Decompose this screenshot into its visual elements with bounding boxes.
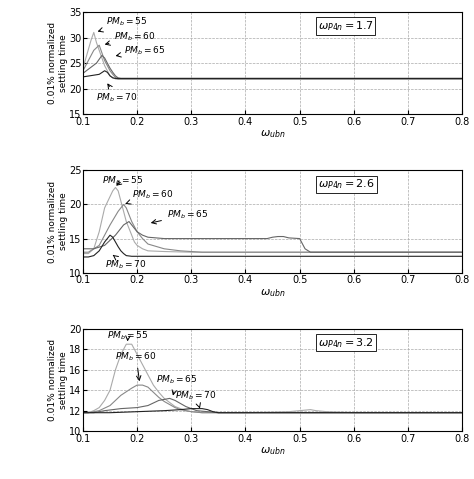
Text: $PM_b = 60$: $PM_b = 60$ — [116, 350, 157, 380]
Text: $PM_b = 70$: $PM_b = 70$ — [175, 389, 217, 408]
Text: $PM_b = 65$: $PM_b = 65$ — [152, 208, 208, 224]
Text: $PM_b = 65$: $PM_b = 65$ — [156, 374, 197, 395]
Text: $\omega_{P4n} = 2.6$: $\omega_{P4n} = 2.6$ — [318, 178, 375, 192]
Text: $PM_b = 65$: $PM_b = 65$ — [117, 44, 165, 57]
Text: $PM_b = 60$: $PM_b = 60$ — [106, 30, 156, 45]
Text: $\omega_{P4n} = 1.7$: $\omega_{P4n} = 1.7$ — [318, 19, 374, 33]
X-axis label: $\omega_{ubn}$: $\omega_{ubn}$ — [260, 287, 285, 298]
Y-axis label: 0.01% normalized
settling time: 0.01% normalized settling time — [47, 22, 68, 104]
X-axis label: $\omega_{ubn}$: $\omega_{ubn}$ — [260, 128, 285, 140]
Text: $PM_b = 55$: $PM_b = 55$ — [99, 16, 147, 32]
Y-axis label: 0.01% normalized
settling time: 0.01% normalized settling time — [47, 181, 68, 262]
Text: $\omega_{P4n} = 3.2$: $\omega_{P4n} = 3.2$ — [318, 336, 374, 350]
Text: $PM_b = 60$: $PM_b = 60$ — [126, 188, 173, 204]
Text: $PM_b = 70$: $PM_b = 70$ — [105, 255, 146, 271]
Text: $PM_b = 55$: $PM_b = 55$ — [107, 330, 148, 342]
Text: $PM_b = 70$: $PM_b = 70$ — [97, 84, 138, 104]
X-axis label: $\omega_{ubn}$: $\omega_{ubn}$ — [260, 445, 285, 457]
Text: $PM_b = 55$: $PM_b = 55$ — [102, 174, 143, 187]
Y-axis label: 0.01% normalized
settling time: 0.01% normalized settling time — [48, 339, 68, 421]
